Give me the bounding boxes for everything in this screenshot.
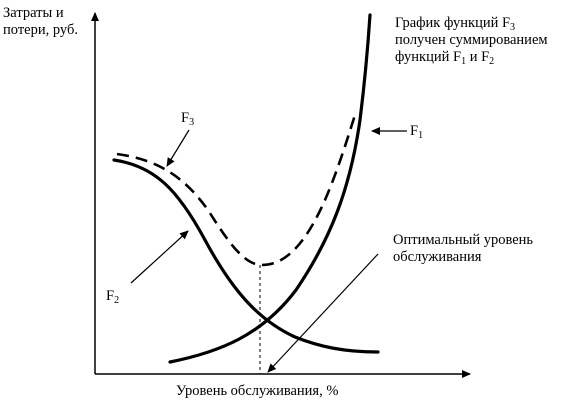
summation-note-line2: получен суммированием xyxy=(395,32,548,48)
y-axis-label-line2: потери, руб. xyxy=(3,22,78,38)
curve-label-f2: F2 xyxy=(106,288,120,306)
curve-label-f1: F1 xyxy=(410,123,424,141)
curve-f3 xyxy=(116,114,357,267)
summation-note-line3: функций F1 и F2 xyxy=(395,49,495,67)
summation-note: График функций F3 получен суммированием … xyxy=(395,15,548,67)
curve-label-f3: F3 xyxy=(181,110,195,128)
curve-f2 xyxy=(112,158,380,354)
pointer-arrow-f3 xyxy=(166,129,190,167)
optimal-level-label-line2: обслуживания xyxy=(393,249,482,265)
optimal-level-label-line1: Оптимальный уровень xyxy=(393,232,534,248)
y-axis-label: Затраты и потери, руб. xyxy=(3,5,78,39)
x-axis-label: Уровень обслуживания, % xyxy=(176,383,339,399)
pointer-arrow-f2 xyxy=(130,230,189,284)
pointer-arrow-optimal xyxy=(267,253,379,373)
curve-f1 xyxy=(168,13,372,364)
y-axis-label-line1: Затраты и xyxy=(3,5,64,21)
optimal-level-label: Оптимальный уровень обслуживания xyxy=(393,232,533,266)
summation-note-line1: График функций F3 xyxy=(395,15,516,33)
